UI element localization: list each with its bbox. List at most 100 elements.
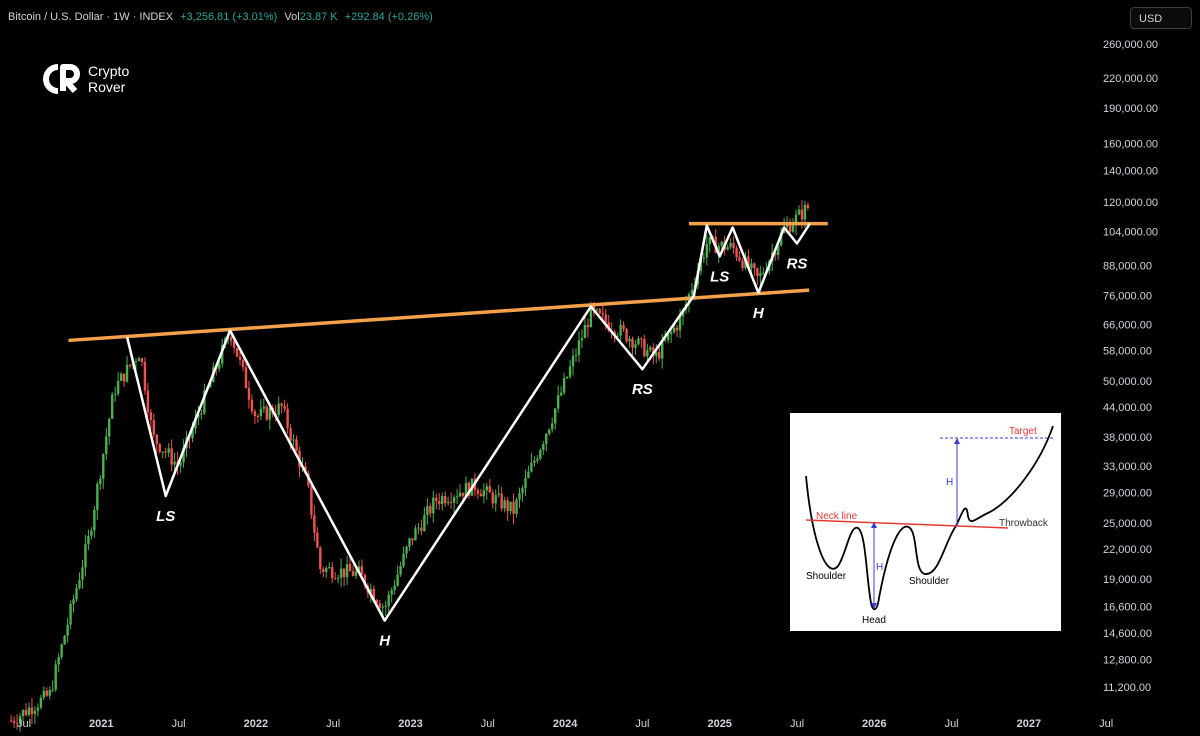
candle-body: [717, 245, 720, 254]
candle-body: [806, 204, 810, 209]
candle-body: [333, 578, 337, 580]
candle-body: [164, 451, 167, 453]
candle-body: [515, 499, 518, 514]
candle-body: [24, 710, 28, 715]
candle-body: [568, 366, 572, 377]
candle-body: [559, 392, 563, 396]
candle-body: [452, 497, 456, 503]
candle-body: [720, 241, 723, 246]
neckline: [68, 288, 810, 343]
candle-body: [562, 378, 566, 393]
inset-price-curve: [805, 425, 1054, 611]
inset-arrow-up: [954, 438, 960, 444]
inset-label-throwback: Throwback: [999, 518, 1049, 529]
candle-body: [339, 568, 343, 578]
candle-body: [690, 290, 694, 295]
candle-body: [583, 325, 587, 339]
y-tick-label: 14,600.00: [1103, 628, 1152, 640]
y-tick-label: 38,000.00: [1103, 432, 1152, 444]
candle-body: [776, 245, 780, 256]
candle-body: [571, 355, 575, 367]
candle-body: [244, 367, 248, 389]
y-tick-label: 16,600.00: [1103, 602, 1152, 614]
candle-body: [658, 352, 661, 359]
candle-body: [140, 358, 144, 363]
y-tick-label: 140,000.00: [1103, 166, 1158, 178]
candle-body: [646, 350, 649, 357]
y-tick-label: 160,000.00: [1103, 138, 1158, 150]
candle-body: [592, 304, 596, 310]
candle-body: [128, 364, 132, 366]
candle-body: [289, 428, 292, 441]
logo-line-2: Rover: [88, 79, 126, 95]
candle-body: [381, 606, 384, 608]
candle-body: [390, 590, 393, 595]
candle-body: [63, 635, 66, 645]
candle-body: [387, 594, 390, 606]
x-tick-label: Jul: [1099, 718, 1113, 730]
y-tick-label: 120,000.00: [1103, 197, 1158, 209]
candle-body: [122, 373, 126, 382]
candle-body: [429, 506, 432, 514]
candle-body: [143, 362, 147, 391]
candle-body: [36, 707, 40, 711]
candle-body: [229, 337, 233, 341]
candle-body: [375, 600, 379, 604]
candle-body: [791, 225, 795, 232]
candle-body: [111, 394, 114, 419]
candle-body: [146, 390, 150, 413]
candle-body: [785, 224, 789, 228]
candle-body: [250, 399, 254, 412]
y-tick-label: 25,000.00: [1103, 518, 1152, 530]
candle-body: [794, 214, 798, 226]
volume-value: 23.87 K: [299, 11, 338, 23]
candle-body: [699, 258, 703, 271]
candle-body: [218, 363, 221, 369]
candle-body: [666, 333, 670, 340]
candle-body: [280, 403, 283, 406]
candle-body: [640, 338, 643, 340]
crypto-rover-logo-icon: [43, 64, 80, 94]
candle-body: [253, 411, 257, 416]
currency-button[interactable]: USD: [1130, 7, 1192, 29]
candle-body: [155, 434, 158, 444]
candle-body: [402, 553, 405, 567]
candle-body: [488, 486, 491, 493]
x-tick-label: 2024: [553, 718, 578, 730]
candle-body: [726, 247, 729, 250]
candle-body: [283, 405, 286, 409]
pattern-label: LS: [710, 268, 729, 285]
candle-body: [661, 340, 664, 359]
y-tick-label: 76,000.00: [1103, 290, 1152, 302]
inset-label-h-upper: H: [946, 477, 953, 488]
inset-label-target: Target: [1009, 426, 1037, 437]
x-tick-label: 2022: [244, 718, 268, 730]
candle-body: [512, 501, 515, 514]
candle-body: [81, 567, 84, 580]
candle-body: [417, 527, 420, 529]
inset-label-shoulder-left: Shoulder: [806, 571, 847, 582]
x-tick-label: Jul: [17, 718, 31, 730]
candle-body: [75, 588, 78, 600]
candle-body: [423, 514, 426, 531]
candle-body: [69, 603, 72, 625]
x-tick-label: 2023: [398, 718, 422, 730]
candle-body: [351, 571, 355, 576]
candle-body: [149, 412, 153, 421]
y-tick-label: 33,000.00: [1103, 461, 1152, 473]
candle-body: [60, 644, 63, 658]
candle-body: [90, 530, 93, 536]
candle-body: [18, 716, 22, 724]
candle-body: [420, 527, 423, 531]
candle-body: [672, 327, 676, 333]
candle-body: [705, 243, 709, 258]
candle-body: [678, 316, 682, 331]
candle-body: [524, 477, 527, 489]
candle-body: [735, 248, 738, 258]
candle-body: [509, 501, 512, 512]
candle-body: [503, 500, 506, 509]
x-tick-label: Jul: [326, 718, 340, 730]
candle-body: [21, 710, 25, 717]
candle-body: [372, 588, 376, 601]
